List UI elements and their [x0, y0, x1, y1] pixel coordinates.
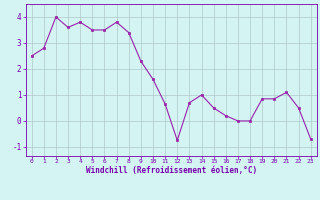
X-axis label: Windchill (Refroidissement éolien,°C): Windchill (Refroidissement éolien,°C)	[86, 166, 257, 175]
